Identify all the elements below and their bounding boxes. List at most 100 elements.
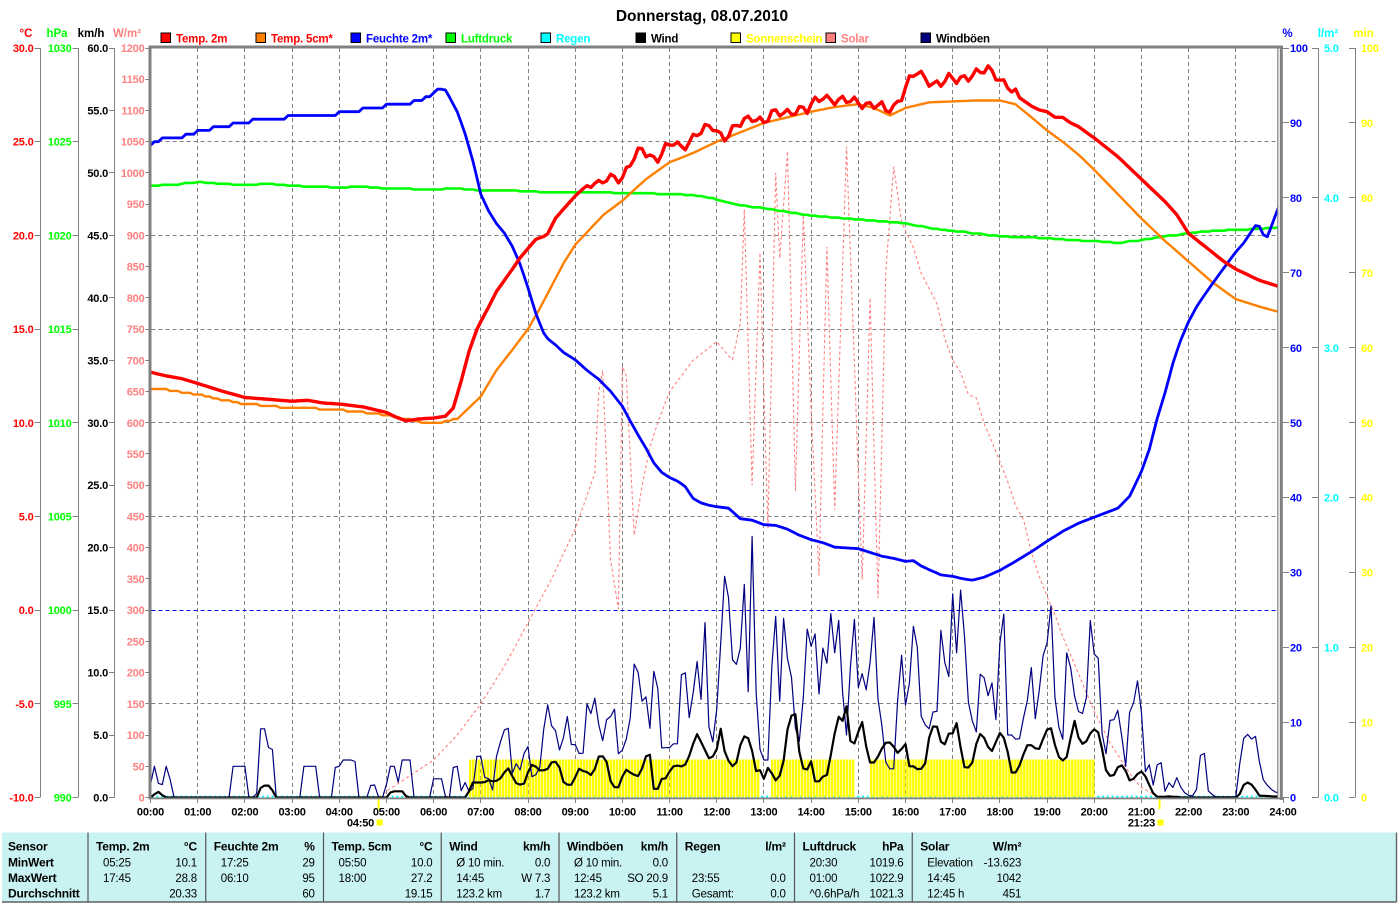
svg-text:10: 10 [1290, 718, 1302, 730]
svg-text:50: 50 [133, 761, 145, 773]
svg-text:1015: 1015 [48, 324, 72, 336]
svg-text:950: 950 [127, 199, 145, 211]
svg-text:70: 70 [1290, 268, 1302, 280]
svg-text:35.0: 35.0 [87, 355, 108, 367]
svg-text:09:00: 09:00 [562, 807, 589, 819]
svg-text:10.1: 10.1 [175, 857, 197, 869]
svg-text:40: 40 [1361, 493, 1373, 505]
svg-text:30: 30 [1361, 568, 1373, 580]
svg-text:250: 250 [127, 636, 145, 648]
svg-text:20: 20 [1361, 643, 1373, 655]
svg-text:850: 850 [127, 262, 145, 274]
svg-text:17:00: 17:00 [939, 807, 966, 819]
svg-text:Wind: Wind [651, 34, 678, 46]
svg-text:1019.6: 1019.6 [870, 857, 904, 869]
svg-text:Feuchte 2m: Feuchte 2m [214, 840, 279, 854]
svg-text:1020: 1020 [48, 230, 72, 242]
svg-text:0: 0 [139, 793, 145, 805]
svg-text:15:00: 15:00 [845, 807, 872, 819]
svg-text:Temp. 2m: Temp. 2m [176, 34, 227, 46]
svg-text:km/h: km/h [78, 28, 105, 40]
svg-text:l/m²: l/m² [765, 840, 786, 854]
svg-text:06:10: 06:10 [221, 873, 249, 885]
svg-text:50.0: 50.0 [87, 168, 108, 180]
svg-text:12:45 h: 12:45 h [927, 889, 964, 901]
svg-text:%: % [1282, 28, 1292, 40]
svg-text:400: 400 [127, 543, 145, 555]
svg-text:00:00: 00:00 [137, 807, 164, 819]
svg-text:23:00: 23:00 [1222, 807, 1249, 819]
svg-text:W/m²: W/m² [993, 840, 1022, 854]
svg-text:20.33: 20.33 [169, 889, 197, 901]
svg-text:800: 800 [127, 293, 145, 305]
svg-text:2.0: 2.0 [1324, 493, 1339, 505]
svg-text:11:00: 11:00 [656, 807, 683, 819]
svg-text:5.1: 5.1 [653, 889, 668, 901]
svg-text:Luftdruck: Luftdruck [803, 840, 857, 854]
svg-text:20.0: 20.0 [87, 543, 108, 555]
svg-text:1000: 1000 [48, 605, 72, 617]
svg-text:Solar: Solar [841, 34, 869, 46]
svg-text:50: 50 [1290, 418, 1302, 430]
svg-text:450: 450 [127, 511, 145, 523]
svg-text:1042: 1042 [996, 873, 1021, 885]
svg-text:Regen: Regen [556, 34, 590, 46]
svg-text:1021.3: 1021.3 [870, 889, 904, 901]
svg-text:30: 30 [1290, 568, 1302, 580]
svg-text:23:55: 23:55 [692, 873, 720, 885]
svg-text:W/m²: W/m² [113, 28, 141, 40]
svg-text:10: 10 [1361, 718, 1373, 730]
svg-text:700: 700 [127, 355, 145, 367]
svg-text:123.2 km: 123.2 km [456, 889, 502, 901]
svg-text:22:00: 22:00 [1175, 807, 1202, 819]
svg-text:07:00: 07:00 [467, 807, 494, 819]
svg-text:1100: 1100 [121, 106, 144, 118]
svg-text:650: 650 [127, 387, 145, 399]
svg-text:24:00: 24:00 [1269, 807, 1296, 819]
svg-text:60: 60 [1361, 343, 1373, 355]
svg-text:90: 90 [1361, 118, 1373, 130]
svg-text:750: 750 [127, 324, 145, 336]
svg-text:0.0: 0.0 [93, 793, 108, 805]
svg-text:1.7: 1.7 [535, 889, 550, 901]
svg-text:Durchschnitt: Durchschnitt [8, 887, 80, 901]
svg-text:0: 0 [1361, 793, 1367, 805]
svg-text:25.0: 25.0 [87, 480, 108, 492]
svg-text:10.0: 10.0 [87, 668, 108, 680]
svg-text:1.0: 1.0 [1324, 643, 1339, 655]
svg-text:19:00: 19:00 [1034, 807, 1061, 819]
svg-text:1010: 1010 [48, 418, 72, 430]
svg-text:30.0: 30.0 [87, 418, 108, 430]
svg-text:05:50: 05:50 [339, 857, 367, 869]
svg-text:01:00: 01:00 [810, 873, 838, 885]
svg-text:5.0: 5.0 [19, 511, 34, 523]
svg-text:17:25: 17:25 [221, 857, 249, 869]
svg-text:3.0: 3.0 [1324, 343, 1339, 355]
svg-text:Ø 10 min.: Ø 10 min. [574, 857, 622, 869]
svg-text:30.0: 30.0 [13, 43, 34, 55]
svg-text:5.0: 5.0 [93, 730, 108, 742]
svg-text:°C: °C [184, 840, 198, 854]
svg-text:45.0: 45.0 [87, 230, 108, 242]
svg-text:1000: 1000 [121, 168, 145, 180]
svg-text:Luftdruck: Luftdruck [461, 34, 513, 46]
svg-text:70: 70 [1361, 268, 1373, 280]
svg-text:1025: 1025 [48, 137, 72, 149]
svg-text:18:00: 18:00 [339, 873, 367, 885]
svg-text:Temp. 2m: Temp. 2m [96, 840, 150, 854]
svg-text:123.2 km: 123.2 km [574, 889, 620, 901]
svg-text:0.0: 0.0 [19, 605, 34, 617]
svg-text:Wind: Wind [449, 840, 477, 854]
svg-text:08:00: 08:00 [514, 807, 541, 819]
svg-text:95: 95 [302, 873, 314, 885]
svg-text:Regen: Regen [685, 840, 721, 854]
svg-text:^0.6hPa/h: ^0.6hPa/h [810, 889, 860, 901]
svg-text:Windböen: Windböen [567, 840, 623, 854]
svg-text:10:00: 10:00 [609, 807, 636, 819]
svg-text:MinWert: MinWert [8, 855, 54, 869]
svg-text:500: 500 [127, 480, 145, 492]
svg-text:Sonnenschein: Sonnenschein [746, 34, 822, 46]
svg-text:0.0: 0.0 [1324, 793, 1339, 805]
svg-text:01:00: 01:00 [184, 807, 211, 819]
svg-text:21:23: 21:23 [1128, 818, 1155, 830]
